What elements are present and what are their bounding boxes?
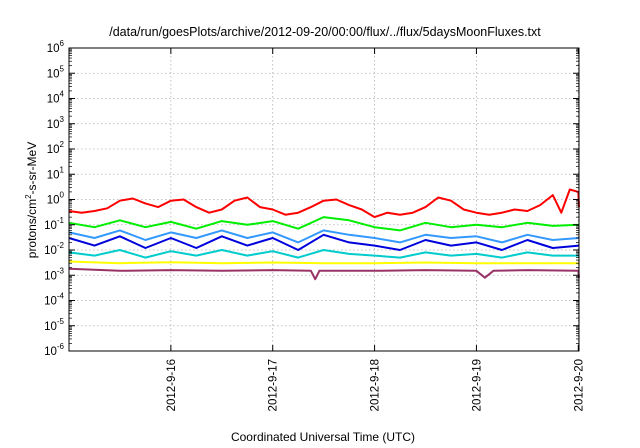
grid <box>69 48 579 351</box>
y-tick-label: 106 <box>47 39 65 55</box>
x-tick-label: 2012-9-18 <box>370 359 382 411</box>
y-tick-label: 104 <box>47 90 65 106</box>
y-tick-exp: -3 <box>57 266 65 275</box>
y-tick-base: 10 <box>47 119 60 131</box>
series-line-4 <box>68 233 580 251</box>
y-tick-base: 10 <box>44 321 57 333</box>
y-axis-label-prefix: protons/cm <box>25 199 39 258</box>
y-tick-label: 10-2 <box>44 241 64 257</box>
y-tick-base: 10 <box>44 220 57 232</box>
series-line-2 <box>68 216 580 232</box>
y-tick-exp: 1 <box>60 165 65 174</box>
y-tick-label: 101 <box>47 165 65 181</box>
y-tick-exp: -2 <box>57 241 65 250</box>
x-axis-label: Coordinated Universal Time (UTC) <box>231 430 415 444</box>
y-tick-base: 10 <box>47 169 60 181</box>
y-tick-label: 100 <box>47 191 65 207</box>
y-tick-base: 10 <box>47 144 60 156</box>
y-tick-label: 10-5 <box>44 317 64 333</box>
series-line-3 <box>68 229 580 244</box>
y-tick-exp: 5 <box>60 64 65 73</box>
y-tick-exp: -4 <box>57 292 65 301</box>
y-tick-exp: 2 <box>60 140 65 149</box>
y-tick-base: 10 <box>44 346 57 358</box>
y-tick-base: 10 <box>47 68 60 80</box>
y-tick-label: 102 <box>47 140 65 156</box>
axis-ticks <box>69 47 579 352</box>
y-tick-exp: 3 <box>60 115 65 124</box>
y-axis-label-suffix: -s-sr-MeV <box>25 142 39 195</box>
x-tick-label: 2012-9-16 <box>166 359 178 411</box>
y-tick-label: 10-1 <box>44 216 64 232</box>
x-tick-label: 2012-9-19 <box>471 359 483 411</box>
y-axis-label-sup: 2 <box>24 194 33 199</box>
y-tick-label: 10-3 <box>44 266 64 282</box>
y-tick-label: 10-4 <box>44 292 64 308</box>
y-tick-base: 10 <box>47 94 60 106</box>
x-tick-labels: 2012-9-16 2012-9-17 2012-9-18 2012-9-19 2012… <box>166 359 585 411</box>
series-line-5 <box>68 249 579 259</box>
y-tick-label: 10-6 <box>44 342 64 358</box>
series-line-1 <box>68 188 580 219</box>
y-tick-exp: 4 <box>60 90 65 99</box>
y-tick-exp: -1 <box>57 216 65 225</box>
y-tick-base: 10 <box>44 270 57 282</box>
y-tick-exp: -6 <box>57 342 65 351</box>
series-line-7 <box>68 267 580 281</box>
y-tick-labels: 10-610-510-410-310-210-11001011021031041… <box>44 39 64 358</box>
y-tick-base: 10 <box>44 245 57 257</box>
y-tick-exp: -5 <box>57 317 65 326</box>
y-tick-base: 10 <box>44 296 57 308</box>
x-tick-label: 2012-9-20 <box>573 359 585 411</box>
chart-title: /data/run/goesPlots/archive/2012-09-20/0… <box>109 25 541 39</box>
y-axis-label: protons/cm2-s-sr-MeV <box>24 142 39 258</box>
series-layer <box>68 188 580 281</box>
y-tick-label: 105 <box>47 64 65 80</box>
y-tick-exp: 6 <box>60 39 65 48</box>
y-tick-base: 10 <box>47 195 60 207</box>
y-tick-exp: 0 <box>60 191 65 200</box>
series-line-6 <box>68 260 579 265</box>
y-tick-label: 103 <box>47 115 65 131</box>
y-tick-base: 10 <box>47 43 60 55</box>
x-tick-label: 2012-9-17 <box>268 359 280 411</box>
